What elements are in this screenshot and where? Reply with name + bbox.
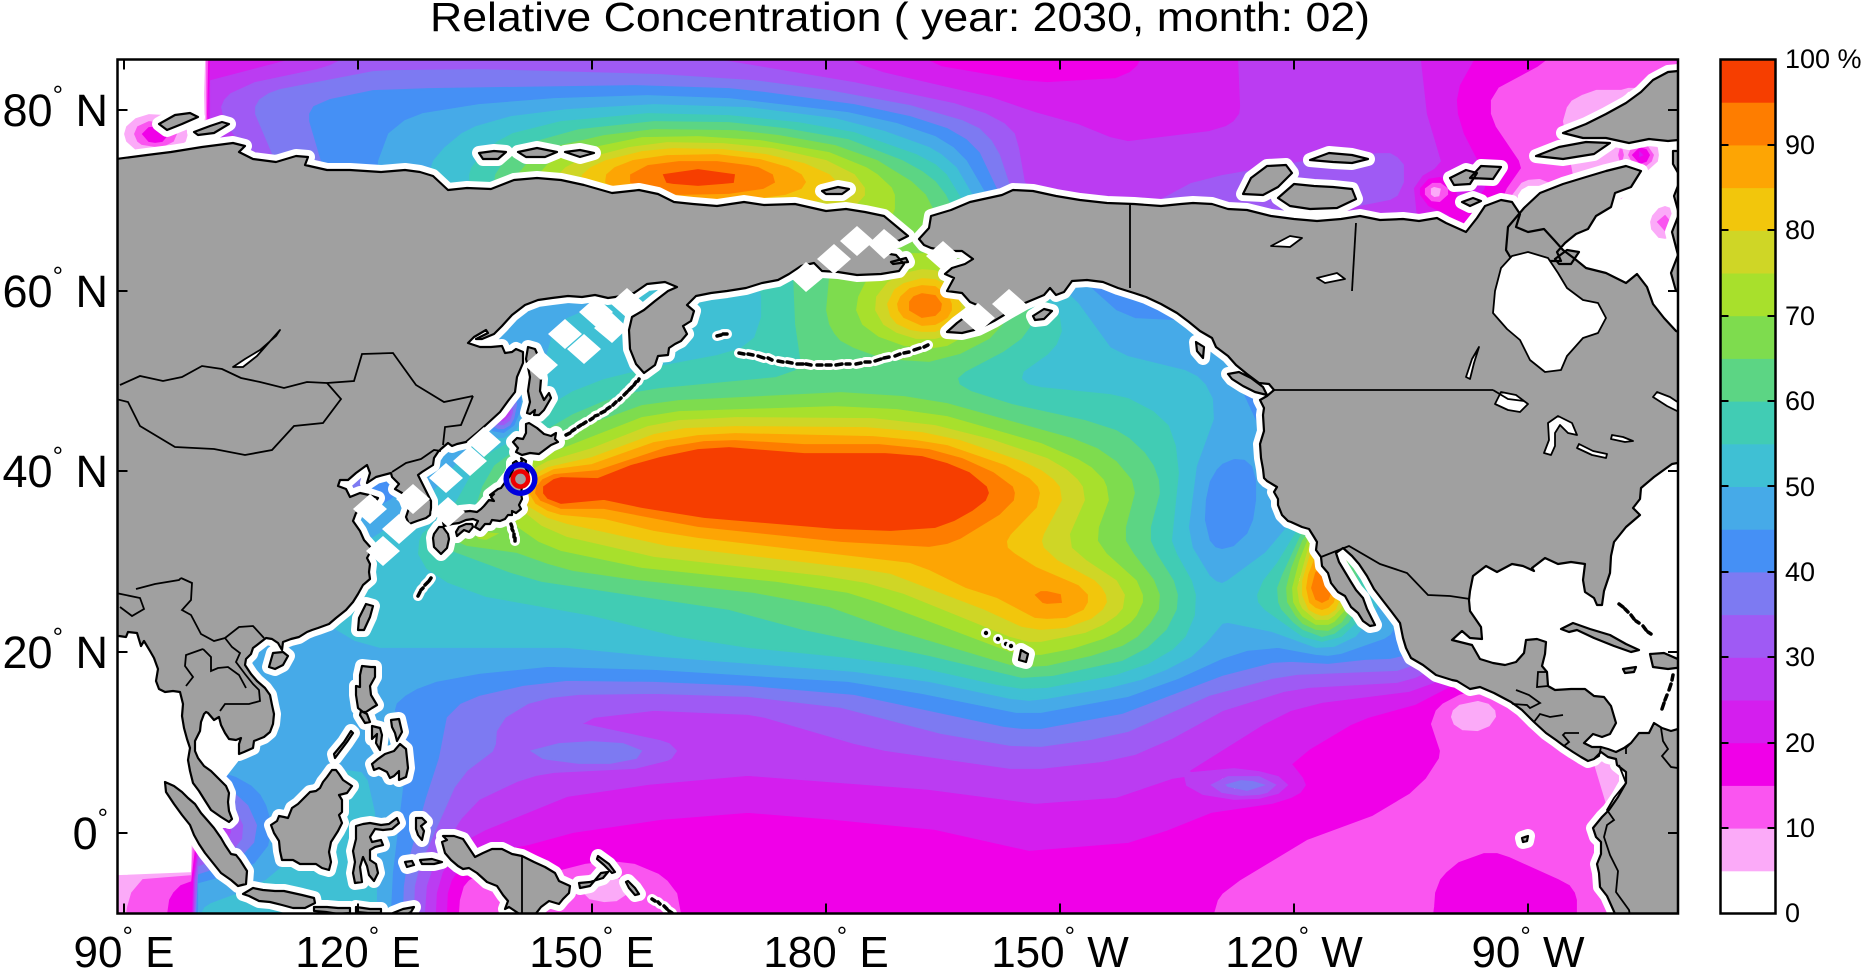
svg-text:40° N: 40° N [3, 441, 108, 497]
svg-text:70: 70 [1785, 301, 1815, 331]
svg-text:50: 50 [1785, 472, 1815, 502]
svg-text:0: 0 [1785, 898, 1800, 928]
svg-text:150° W: 150° W [991, 921, 1129, 972]
svg-text:60: 60 [1785, 386, 1815, 416]
svg-text:Relative Concentration ( year:: Relative Concentration ( year: 2030, mon… [430, 0, 1370, 40]
svg-text:150° E: 150° E [529, 921, 654, 972]
svg-text:90° E: 90° E [74, 921, 175, 972]
svg-text:80° N: 80° N [3, 80, 108, 136]
svg-text:120° W: 120° W [1225, 921, 1363, 972]
svg-text:80: 80 [1785, 215, 1815, 245]
svg-text:30: 30 [1785, 642, 1815, 672]
svg-text:120° E: 120° E [295, 921, 420, 972]
svg-text:90: 90 [1785, 130, 1815, 160]
svg-text:20: 20 [1785, 728, 1815, 758]
svg-text:60° N: 60° N [3, 261, 108, 317]
svg-text:10: 10 [1785, 813, 1815, 843]
svg-text:180° E: 180° E [763, 921, 888, 972]
svg-text:100 %: 100 % [1785, 44, 1862, 74]
svg-text:20° N: 20° N [3, 622, 108, 678]
svg-text:40: 40 [1785, 557, 1815, 587]
